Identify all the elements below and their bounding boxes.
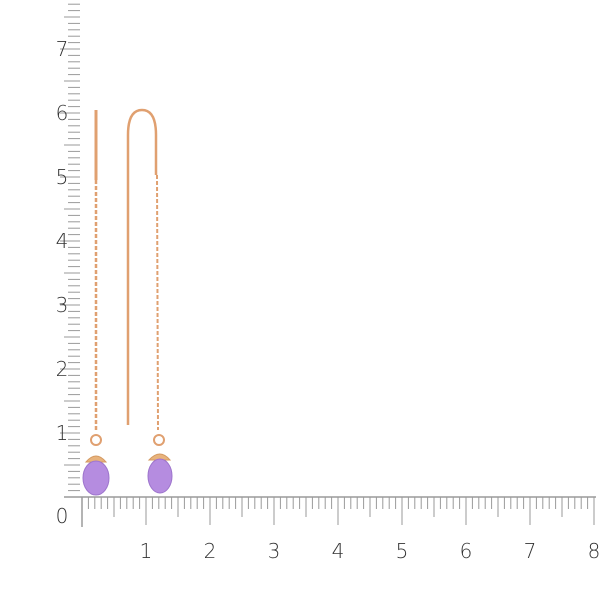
earring-left [82, 110, 110, 496]
ruler-y-label: 5 [56, 165, 69, 189]
ruler-y-label: 7 [56, 37, 69, 61]
ruler-x-label: 7 [524, 539, 537, 563]
ruler-y-label: 2 [56, 357, 69, 381]
horizontal-ruler [81, 496, 596, 525]
ruler-x-label: 6 [460, 539, 473, 563]
ruler-y-label: 4 [56, 229, 69, 253]
ruler-x-label: 3 [268, 539, 281, 563]
earring-right [126, 108, 173, 494]
ruler-x-label: 2 [204, 539, 217, 563]
ruler-x-label: 5 [396, 539, 409, 563]
ruler-y-label: 6 [56, 101, 69, 125]
ruler-y-label: 3 [56, 293, 69, 317]
ruler-x-label: 1 [140, 539, 153, 563]
ruler-x-label: 4 [332, 539, 345, 563]
ruler-x-label: 8 [588, 539, 600, 563]
vertical-ruler [60, 3, 83, 527]
ruler-y-label: 1 [56, 421, 69, 445]
ruler-zero-label: 0 [56, 504, 69, 528]
